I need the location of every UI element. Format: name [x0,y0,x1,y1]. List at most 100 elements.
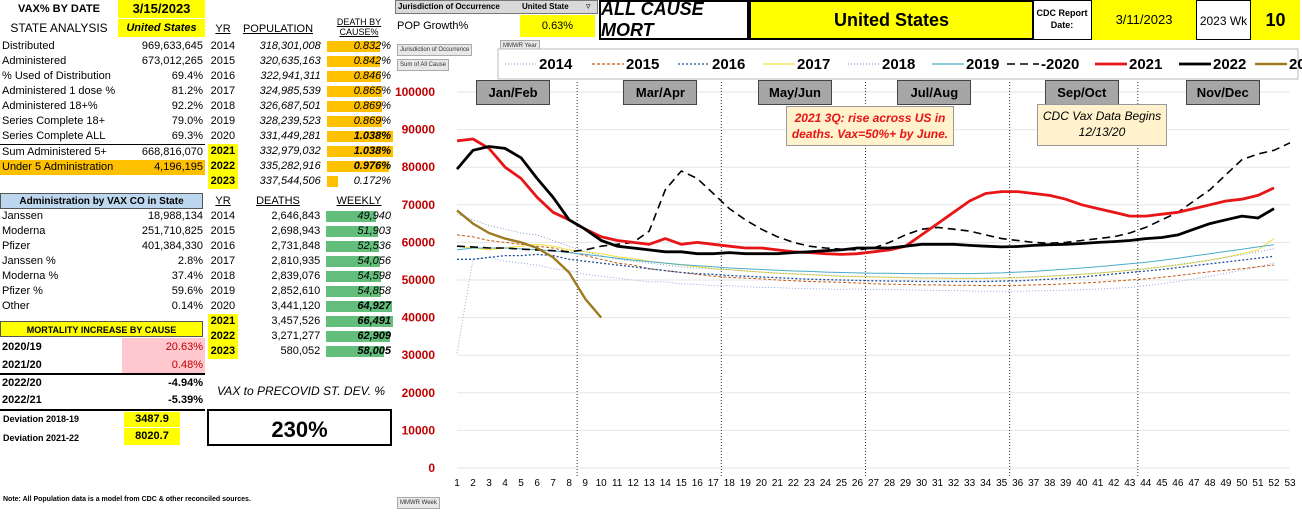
deaths-bar-label: 64,927 [357,300,391,312]
population-bar-label: 1.038% [353,130,391,142]
x-tick-label: 19 [740,478,752,489]
deaths-bar [326,256,381,267]
population-value: 328,239,523 [259,115,321,127]
population-value: 332,979,032 [259,145,321,157]
x-tick-label: 38 [1044,478,1056,489]
population-row: 2016 322,941,311 0.846% [208,69,393,84]
vax-stat-label: Series Complete ALL [2,130,106,142]
series-line-2021 [456,137,1275,256]
deaths-bar [326,211,377,222]
vax-date[interactable]: 3/15/2023 [118,0,205,18]
jurisdiction-filter[interactable]: Jurisdiction of Occurrence United State … [395,0,598,14]
legend-label: 2022 [1213,56,1246,73]
mortality-title: MORTALITY INCREASE BY CAUSE [0,321,203,337]
deaths-bar [326,301,392,312]
admin-table: Janssen 18,988,134 Moderna 251,710,825 Pfize… [0,209,205,314]
legend-label: 2015 [626,56,659,73]
population-bar [326,131,393,142]
vax-stat-row: Sum Administered 5+ 668,816,070 [0,144,205,161]
population-bar [326,101,383,112]
y-tick-label: 10000 [402,423,436,437]
series-line-2023 [456,209,603,319]
x-tick-label: 36 [1012,478,1024,489]
deaths-bar [326,241,379,252]
month-label: Jan/Feb [476,80,551,105]
admin-row: Janssen 18,988,134 [0,209,205,224]
vax-stat-value: 969,633,645 [141,40,203,52]
vax-stat-row: Administered 1 dose % 81.2% [0,84,205,99]
x-tick-label: 41 [1092,478,1104,489]
population-bar-cell: 0.846% [326,69,393,84]
population-value: 326,687,501 [259,100,321,112]
population-yr: 2021 [208,144,238,159]
x-tick-label: 12 [628,478,640,489]
deaths-yr: 2014 [210,210,236,222]
deaths-bar-label: 52,536 [357,240,391,252]
x-tick-label: 46 [1172,478,1184,489]
vax-stats-table: Distributed 969,633,645 Administered 673,01… [0,39,205,175]
yr-header-2: YR [215,195,231,207]
deaths-yr: 2019 [210,285,236,297]
state-value[interactable]: United States [118,19,205,37]
top-bar: Jurisdiction of Occurrence United State … [395,0,1302,40]
population-row: 2018 326,687,501 0.869% [208,99,393,114]
x-tick-label: 42 [1108,478,1120,489]
population-bar-label: 1.038% [353,145,391,157]
y-tick-label: 90000 [402,123,436,137]
month-label: Sep/Oct [1044,80,1119,105]
deaths-header: DEATHS [256,195,300,207]
population-bar-cell: 0.865% [326,84,393,99]
vax-stat-label: Administered [2,55,67,67]
deaths-bar-label: 49,940 [357,210,391,222]
population-row: 2021 332,979,032 1.038% [208,144,393,159]
x-tick-label: 40 [1076,478,1088,489]
vax-stat-label: Series Complete 18+ [2,115,106,127]
jurisdiction-filter-value: United State [522,2,569,11]
deaths-bar-label: 54,858 [357,285,391,297]
deaths-table-header: YR DEATHS WEEKLY [208,193,393,209]
legend-label: 2021 [1129,56,1162,73]
population-yr: 2022 [208,159,238,174]
pop-growth-value: 0.63% [520,15,595,37]
x-tick-label: 49 [1220,478,1232,489]
population-bar-label: 0.869% [353,100,391,112]
legend-label: 2019 [966,56,999,73]
x-tick-label: 50 [1236,478,1248,489]
x-tick-label: 17 [708,478,720,489]
deaths-value: 3,441,120 [271,300,321,312]
deaths-bar-cell: 54,598 [326,269,393,284]
population-bar-label: 0.869% [353,115,391,127]
deaths-yr: 2015 [210,225,236,237]
deaths-value: 3,271,277 [271,330,321,342]
deaths-row: 2017 2,810,935 54,056 [208,254,393,269]
mortality-row-value: -5.39% [168,394,203,406]
vax-stat-label: Sum Administered 5+ [2,146,107,158]
population-bar [326,176,339,187]
vax-stat-label: Distributed [2,40,55,52]
admin-label: Pfizer % [2,285,43,297]
population-bar-label: 0.865% [353,85,391,97]
admin-value: 401,384,330 [141,240,203,252]
y-tick-label: 70000 [402,198,436,212]
population-bar-cell: 0.869% [326,114,393,129]
deviation-label: Deviation 2021-22 [3,433,80,443]
vax-stat-label: Under 5 Administration [0,160,122,175]
report-date-label-cell: CDC Report Date: [1032,0,1092,40]
annotation-2021: 2021 3Q: rise across US in deaths. Vax=5… [786,106,954,146]
week-field-button[interactable]: MMWR Week [397,497,440,509]
admin-row: Pfizer 401,384,330 [0,239,205,254]
deaths-bar-label: 66,491 [357,315,391,327]
admin-label: Pfizer [2,240,31,252]
population-bar-cell: 0.869% [326,99,393,114]
vax-stat-row: Distributed 969,633,645 [0,39,205,54]
report-date-value: 3/11/2023 [1092,0,1196,40]
jurisdiction-field-button[interactable]: Jurisdiction of Occurrence [397,44,473,56]
sum-field-button[interactable]: Sum of All Cause [397,59,450,71]
filter-icon[interactable]: ▿ [586,1,591,11]
deaths-bar-cell: 51,903 [326,224,393,239]
legend-label: 2018 [882,56,915,73]
series-line-2017 [456,238,1275,279]
x-tick-label: 16 [692,478,704,489]
vax-stat-value: 4,196,195 [122,160,205,175]
population-bar [326,116,383,127]
